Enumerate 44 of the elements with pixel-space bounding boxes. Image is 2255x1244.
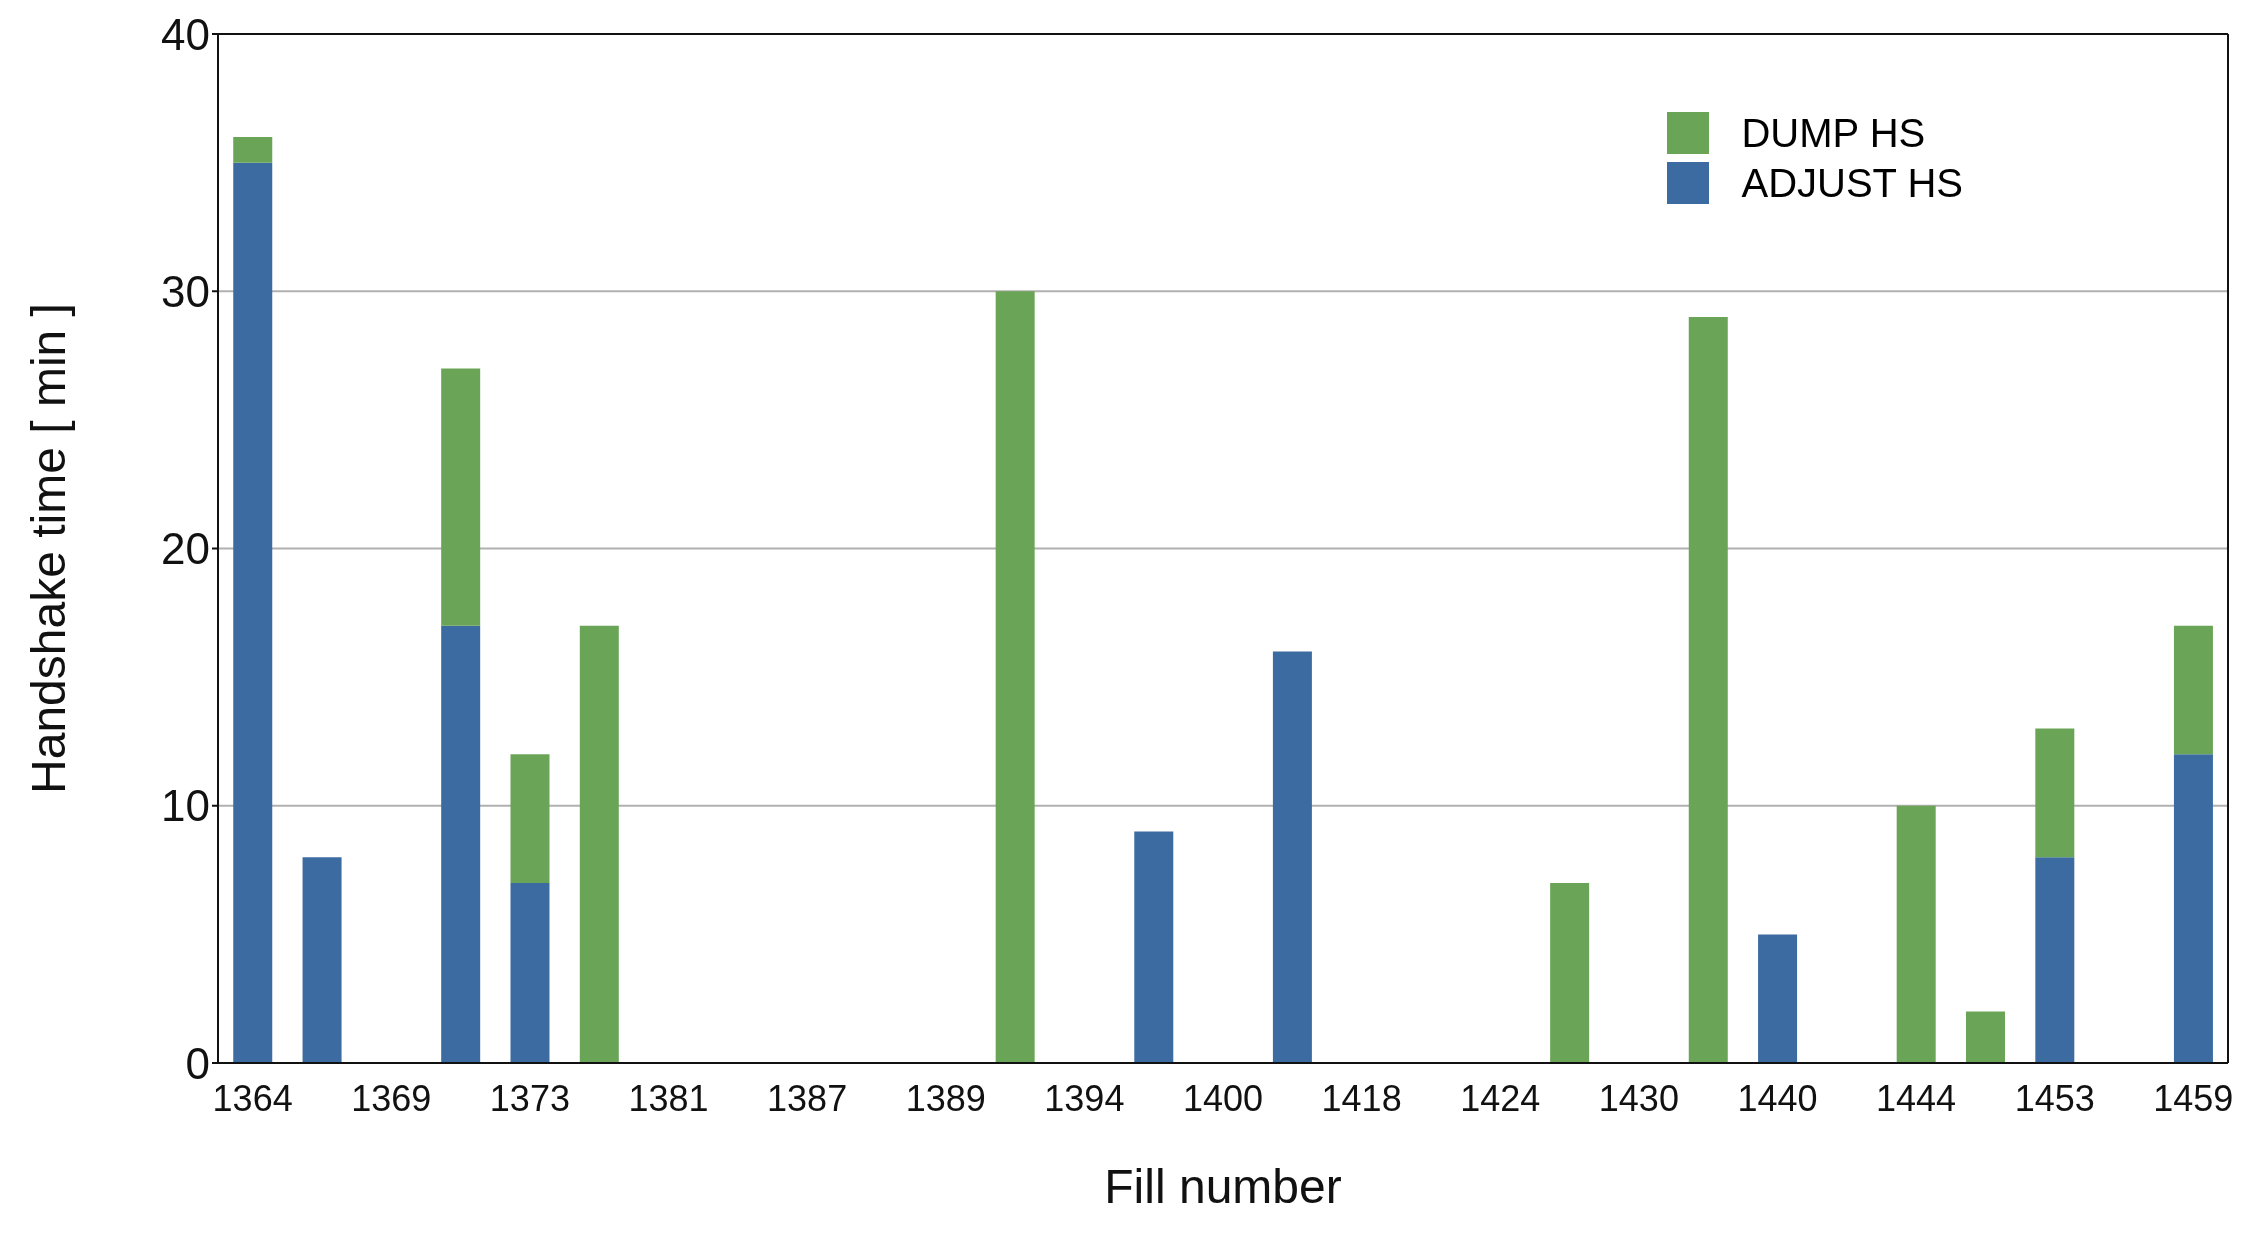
x-tick-label: 1418 xyxy=(1321,1077,1402,1119)
x-tick-label: 1430 xyxy=(1598,1077,1679,1119)
y-tick-label: 40 xyxy=(161,9,210,59)
bar xyxy=(510,882,550,1063)
bar xyxy=(1966,1011,2006,1063)
bar xyxy=(441,368,481,626)
x-tick-label: 1387 xyxy=(767,1077,848,1119)
bar xyxy=(995,291,1035,1063)
x-tick-label: 1424 xyxy=(1460,1077,1541,1119)
bar xyxy=(2035,857,2075,1063)
bar xyxy=(2173,754,2213,1063)
bar xyxy=(233,162,273,1063)
bar xyxy=(1758,934,1798,1063)
y-tick-label: 30 xyxy=(161,266,210,316)
x-tick-label: 1444 xyxy=(1876,1077,1957,1119)
bar xyxy=(1550,882,1590,1063)
x-tick-label: 1400 xyxy=(1182,1077,1264,1119)
x-tick-label: 1373 xyxy=(489,1077,570,1119)
bar xyxy=(2173,625,2213,755)
y-tick-label: 10 xyxy=(161,781,210,831)
bar xyxy=(233,136,273,163)
bar xyxy=(1688,316,1728,1063)
bar xyxy=(2035,728,2075,858)
legend-label: ADJUST HS xyxy=(1741,160,1963,206)
y-axis-title: Handshake time [ min ] xyxy=(22,303,76,794)
bar xyxy=(441,625,481,1063)
bar xyxy=(510,754,550,883)
x-tick-label: 1369 xyxy=(351,1077,432,1119)
x-tick-label: 1440 xyxy=(1737,1077,1818,1119)
legend-label: DUMP HS xyxy=(1741,110,1926,156)
bar xyxy=(302,857,342,1063)
x-tick-label: 1381 xyxy=(628,1077,709,1119)
y-tick-label: 0 xyxy=(185,1038,210,1088)
bar xyxy=(579,625,619,1063)
y-tick-label: 20 xyxy=(161,524,210,574)
x-tick-label: 1394 xyxy=(1044,1077,1125,1119)
x-axis-title: Fill number xyxy=(1104,1160,1342,1213)
x-tick-label: 1364 xyxy=(212,1077,293,1119)
x-tick-label: 1389 xyxy=(905,1077,986,1119)
x-tick-label: 1453 xyxy=(2014,1077,2095,1119)
bar xyxy=(1272,651,1312,1063)
x-tick-label: 1459 xyxy=(2153,1077,2234,1119)
bar xyxy=(1134,831,1174,1063)
bar xyxy=(1896,805,1936,1063)
